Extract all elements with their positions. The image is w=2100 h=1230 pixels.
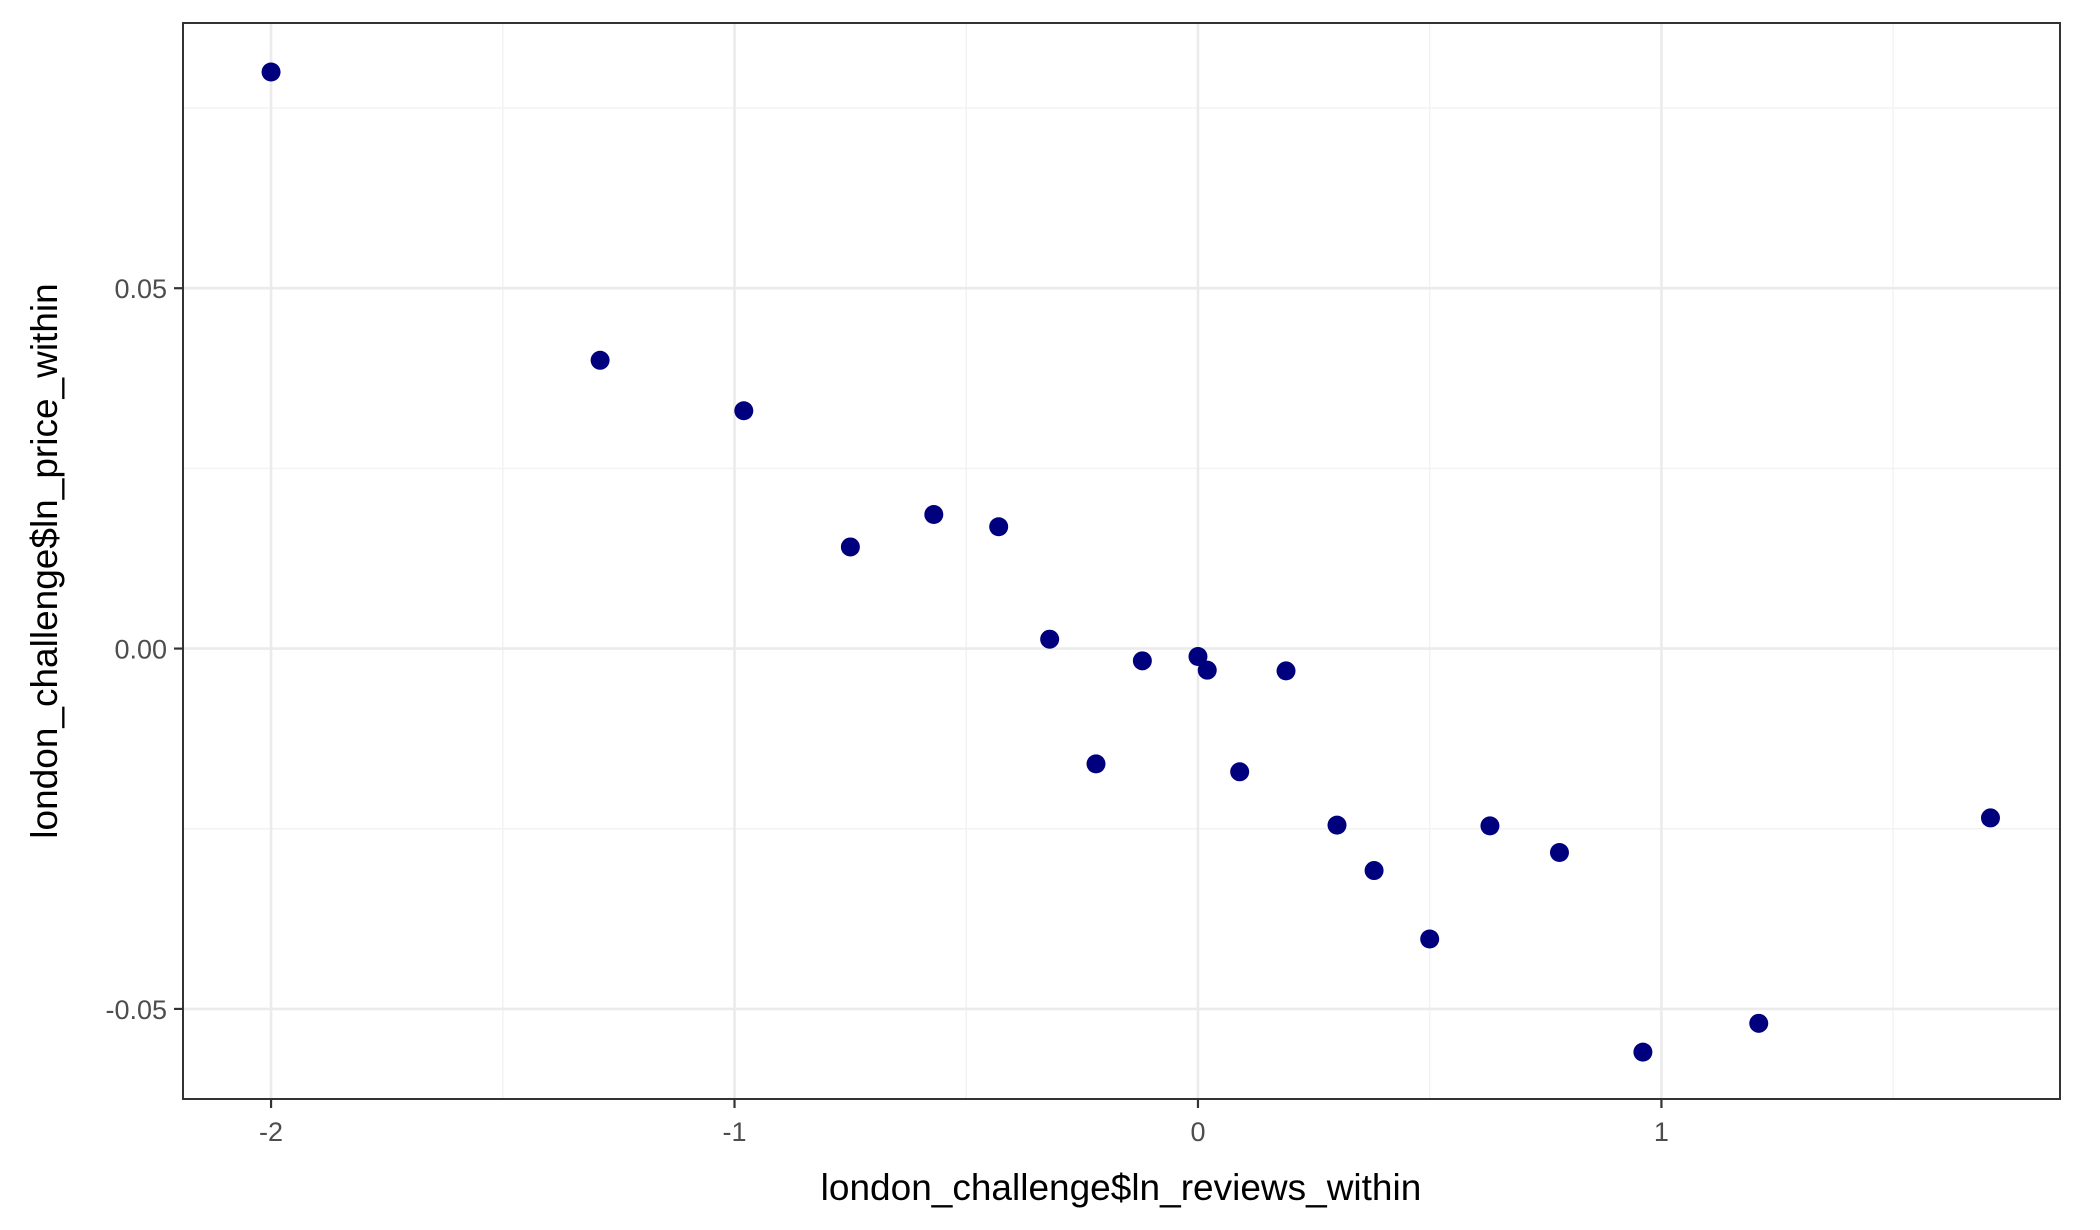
- data-points: [261, 62, 2000, 1062]
- data-point: [1188, 646, 1208, 666]
- panel-border: [182, 22, 2061, 1100]
- data-point: [1633, 1042, 1653, 1062]
- major-gridlines: [183, 23, 2060, 1099]
- y-tick-label: 0.00: [114, 635, 167, 665]
- x-tick-label: -1: [723, 1117, 747, 1147]
- x-axis-title: london_challenge$ln_reviews_within: [821, 1167, 1422, 1208]
- x-tick-label: 1: [1654, 1117, 1669, 1147]
- y-axis-title: london_challenge$ln_price_within: [24, 283, 65, 838]
- data-point: [261, 62, 281, 82]
- data-point: [1480, 816, 1500, 836]
- data-point: [1276, 661, 1296, 681]
- y-axis-ticks: -0.05 0.00 0.05: [105, 274, 183, 1025]
- data-point: [1040, 629, 1060, 649]
- data-point: [590, 350, 610, 370]
- data-point: [989, 517, 1009, 537]
- x-tick-label: -2: [259, 1117, 283, 1147]
- data-point: [1197, 660, 1217, 680]
- data-point: [1420, 929, 1440, 949]
- data-point: [1549, 843, 1569, 863]
- y-tick-label: 0.05: [114, 274, 167, 304]
- data-point: [1132, 651, 1152, 671]
- data-point: [1230, 762, 1250, 782]
- data-point: [1749, 1013, 1769, 1033]
- x-axis-ticks: -2 -1 0 1: [259, 1099, 1669, 1147]
- minor-gridlines: [183, 23, 2060, 1099]
- panel-background: [183, 23, 2060, 1099]
- data-point: [734, 401, 754, 421]
- data-point: [1327, 815, 1347, 835]
- data-point: [840, 537, 860, 557]
- data-point: [924, 505, 944, 525]
- data-point: [1364, 861, 1384, 881]
- y-tick-label: -0.05: [105, 995, 167, 1025]
- data-point: [1980, 808, 2000, 828]
- data-point: [1086, 754, 1106, 774]
- x-tick-label: 0: [1190, 1117, 1205, 1147]
